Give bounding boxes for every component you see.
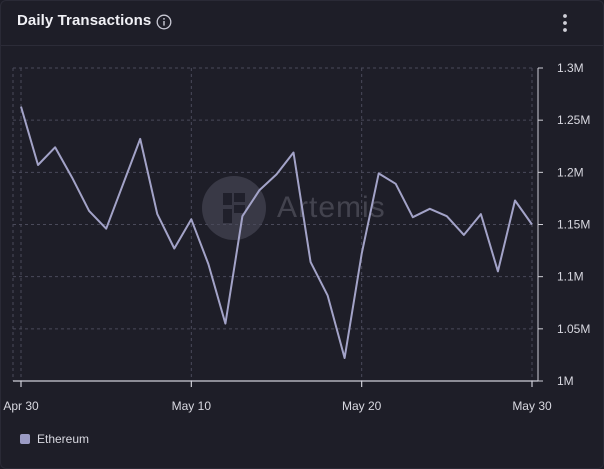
more-options-icon[interactable] [555,12,575,34]
data-point[interactable] [529,222,535,228]
y-tick-label: 1M [557,374,574,388]
data-point[interactable] [205,261,211,267]
series-line-ethereum[interactable] [20,106,533,359]
data-point[interactable] [274,171,280,177]
data-point[interactable] [188,216,194,222]
data-point[interactable] [137,136,143,142]
y-tick-label: 1.1M [557,270,584,284]
data-point[interactable] [410,214,416,220]
data-point[interactable] [495,268,501,274]
y-tick-label: 1.15M [557,218,590,232]
card-header: Daily Transactions [1,1,603,46]
data-point[interactable] [222,321,228,327]
data-point[interactable] [52,144,58,150]
data-point[interactable] [35,162,41,168]
data-point[interactable] [239,213,245,219]
data-point[interactable] [103,226,109,232]
data-point[interactable] [291,150,297,156]
x-tick-label: May 30 [512,399,552,413]
data-point[interactable] [376,170,382,176]
legend-label: Ethereum [37,432,90,446]
y-tick-label: 1.2M [557,165,584,179]
data-point[interactable] [308,259,314,265]
page-title: Daily Transactions [17,12,152,29]
data-point[interactable] [342,355,348,361]
data-point[interactable] [512,198,518,204]
legend[interactable]: Ethereum [20,432,89,446]
data-point[interactable] [171,245,177,251]
data-point[interactable] [325,292,331,298]
data-point[interactable] [427,206,433,212]
y-tick-label: 1.3M [557,61,584,75]
data-point[interactable] [359,251,365,257]
x-tick-label: Apr 30 [3,399,39,413]
line-chart: 1M 1.05M 1.1M 1.15M 1.2M 1.25M 1.3M Apr 30 May 1… [3,61,590,413]
info-icon[interactable] [156,14,172,30]
data-point[interactable] [86,208,92,214]
legend-swatch [20,434,30,444]
data-point[interactable] [444,213,450,219]
data-point[interactable] [256,187,262,193]
y-tick-label: 1.05M [557,322,590,336]
data-point[interactable] [18,104,24,110]
y-tick-label: 1.25M [557,113,590,127]
data-point[interactable] [120,181,126,187]
data-point[interactable] [154,211,160,217]
x-tick-label: May 20 [342,399,382,413]
data-point[interactable] [69,175,75,181]
data-point[interactable] [478,211,484,217]
x-tick-label: May 10 [172,399,212,413]
data-point[interactable] [461,232,467,238]
data-point[interactable] [393,181,399,187]
